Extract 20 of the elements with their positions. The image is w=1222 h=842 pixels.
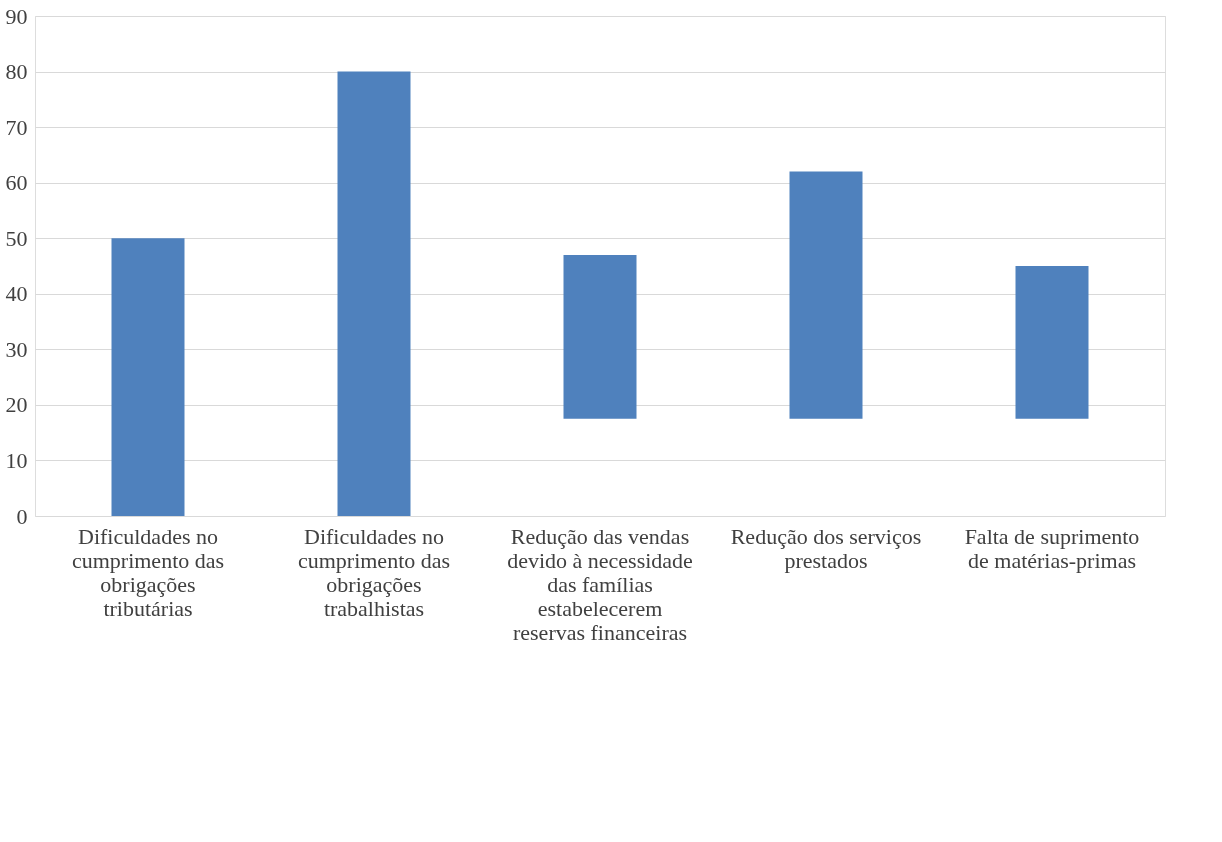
- y-tick-label: 60: [5, 170, 28, 196]
- bar: [1015, 266, 1089, 419]
- y-tick-label: 90: [5, 3, 28, 29]
- y-tick-label: 0: [16, 503, 28, 529]
- x-tick-label: Redução dos serviços prestados: [730, 523, 922, 573]
- bar: [789, 171, 863, 419]
- y-tick-label: 20: [5, 392, 28, 418]
- x-tick-label: Redução das vendas devido à necessidade das famílias estabelecerem reservas financeiras: [507, 523, 693, 645]
- bar: [111, 238, 185, 516]
- y-tick-label: 80: [5, 59, 28, 85]
- x-tick-label: Dificuldades no cumprimento das obrigações tributárias: [71, 523, 225, 621]
- bar: [563, 254, 637, 419]
- y-tick-label: 40: [5, 281, 28, 307]
- y-tick-label: 30: [5, 336, 28, 362]
- y-tick-label: 10: [5, 447, 28, 473]
- x-tick-label: Dificuldades no cumprimento das obrigações trabalhistas: [297, 523, 451, 621]
- x-tick-label: Falta de suprimento de matérias-primas: [964, 523, 1140, 573]
- bar: [337, 71, 411, 516]
- y-tick-label: 70: [5, 114, 28, 140]
- y-tick-label: 50: [5, 225, 28, 251]
